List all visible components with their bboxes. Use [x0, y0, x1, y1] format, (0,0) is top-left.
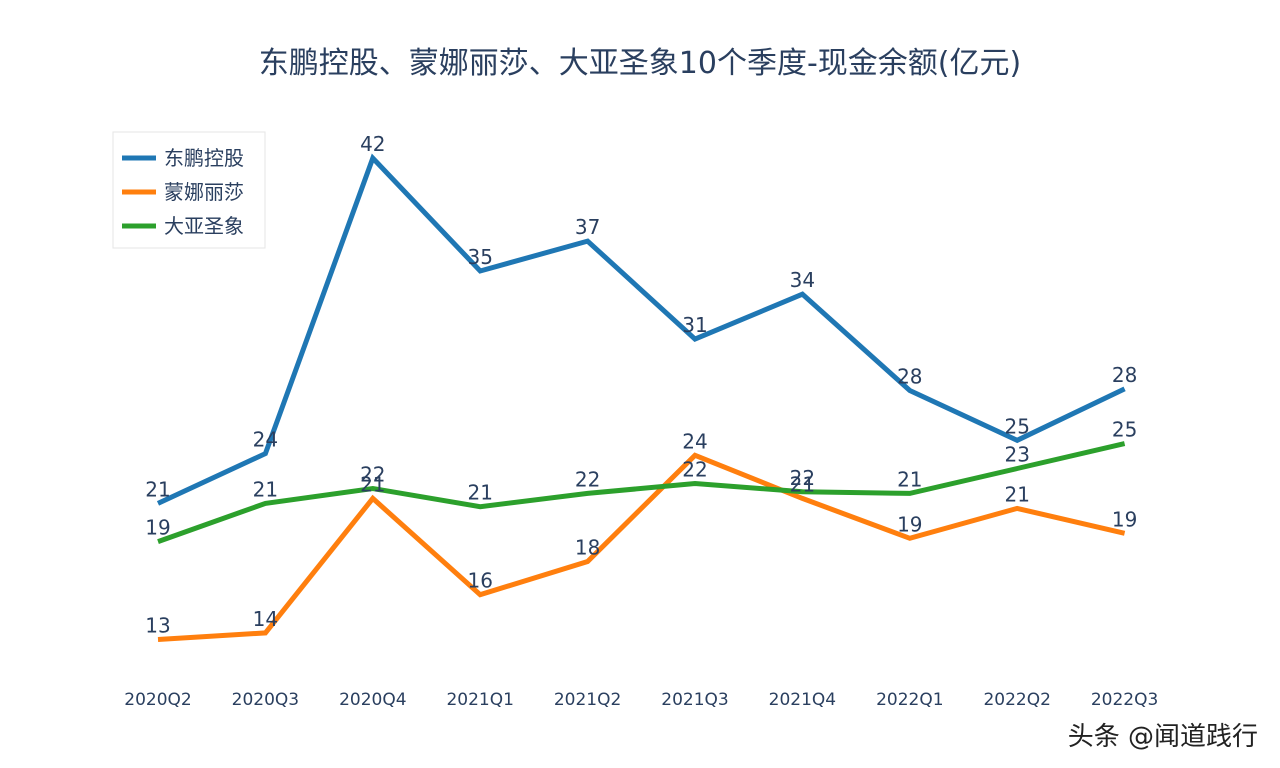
- data-label: 14: [253, 607, 278, 631]
- data-label: 21: [897, 467, 922, 491]
- x-tick-label: 2021Q2: [554, 690, 621, 710]
- data-label: 42: [360, 132, 385, 156]
- series-line-2: [157, 441, 1126, 544]
- x-tick-label: 2022Q1: [876, 690, 943, 710]
- data-label: 25: [1004, 414, 1029, 438]
- series-lines-layer: [156, 153, 1126, 642]
- x-tick-label: 2022Q2: [983, 690, 1050, 710]
- x-tick-label: 2020Q4: [339, 690, 406, 710]
- data-label: 21: [790, 472, 815, 496]
- data-label: 24: [682, 429, 707, 453]
- x-tick-label: 2020Q2: [124, 690, 191, 710]
- data-label: 19: [145, 516, 170, 540]
- data-label: 22: [575, 467, 600, 491]
- legend-label[interactable]: 蒙娜丽莎: [164, 180, 244, 204]
- data-label: 22: [790, 466, 815, 490]
- data-label: 34: [790, 268, 815, 292]
- data-label: 19: [1112, 507, 1137, 531]
- watermark-text: 头条 @闻道践行: [1067, 722, 1258, 752]
- x-tick-label: 2021Q3: [661, 690, 728, 710]
- data-label: 18: [575, 536, 600, 560]
- data-label: 16: [467, 569, 492, 593]
- data-label: 21: [467, 481, 492, 505]
- chart-title: 东鹏控股、蒙娜丽莎、大亚圣象10个季度-现金余额(亿元): [258, 46, 1022, 81]
- x-tick-label: 2021Q1: [446, 690, 513, 710]
- data-label: 35: [467, 245, 492, 269]
- data-label: 13: [145, 614, 170, 638]
- data-label: 28: [1112, 363, 1137, 387]
- data-label: 23: [1004, 443, 1029, 467]
- data-label: 21: [1004, 482, 1029, 506]
- data-label: 21: [360, 472, 385, 496]
- legend-label[interactable]: 东鹏控股: [164, 146, 244, 170]
- legend-label[interactable]: 大亚圣象: [164, 214, 244, 238]
- series-line-0: [156, 153, 1126, 506]
- data-label: 22: [360, 463, 385, 487]
- data-label: 31: [682, 313, 707, 337]
- data-label: 37: [575, 215, 600, 239]
- x-axis-tick-labels: 2020Q2 2020Q3 2020Q4 2021Q1 2021Q2 2021Q3 2021…: [124, 690, 1158, 710]
- data-label: 25: [1112, 418, 1137, 442]
- x-tick-label: 2022Q3: [1091, 690, 1158, 710]
- series-line-1: [157, 452, 1126, 642]
- data-label: 22: [682, 458, 707, 482]
- data-labels-layer: 21 24 42 35 37 31 34 28 25 28 13 14 21 16 18 24 21 19 21 19…: [145, 132, 1137, 637]
- data-label: 21: [145, 477, 170, 501]
- data-label: 19: [897, 512, 922, 536]
- x-tick-label: 2020Q3: [232, 690, 299, 710]
- x-tick-label: 2021Q4: [769, 690, 836, 710]
- data-label: 21: [253, 477, 278, 501]
- data-label: 24: [253, 428, 278, 452]
- data-label: 28: [897, 365, 922, 389]
